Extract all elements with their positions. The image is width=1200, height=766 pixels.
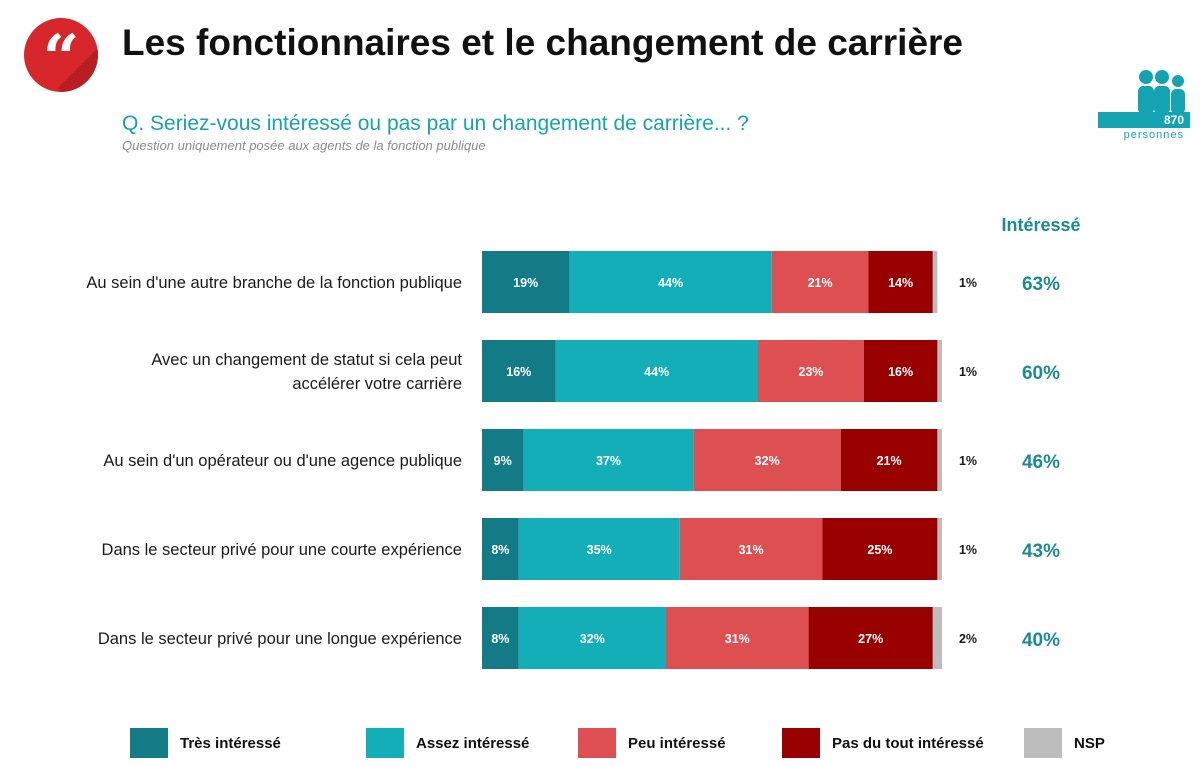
bar-segment — [482, 607, 519, 669]
summary-header: Intéressé — [1001, 215, 1080, 235]
bar-segment — [518, 518, 680, 580]
summary-value: 60% — [1022, 363, 1060, 384]
legend-label: Assez intéressé — [416, 735, 530, 752]
survey-question: Q. Seriez-vous intéressé ou pas par un c… — [122, 112, 749, 135]
quote-logo: “ — [24, 18, 98, 92]
bar-segment — [822, 518, 938, 580]
bar-segment — [523, 429, 694, 491]
data-label: 32% — [755, 454, 780, 468]
bar-segment — [932, 607, 942, 669]
legend-label: Très intéressé — [180, 735, 281, 752]
bar-segment — [482, 251, 570, 313]
data-label: 21% — [877, 454, 902, 468]
data-label: 8% — [491, 632, 509, 646]
summary-value: 43% — [1022, 541, 1060, 562]
sample-bar — [1098, 112, 1190, 128]
summary-value: 46% — [1022, 452, 1060, 473]
legend-label: Pas du tout intéressé — [832, 735, 984, 752]
category-label: Dans le secteur privé pour une courte ex… — [102, 541, 462, 559]
data-label: 14% — [888, 276, 913, 290]
data-label: 35% — [587, 543, 612, 557]
sample-size-badge: 870 personnes — [1098, 68, 1190, 146]
page-title: Les fonctionnaires et le changement de c… — [122, 22, 964, 63]
data-label: 23% — [798, 365, 823, 379]
legend-swatch — [782, 728, 820, 758]
bar-segment — [666, 607, 809, 669]
bar-segment — [482, 340, 556, 402]
bar-segment — [679, 518, 823, 580]
quote-icon: “ — [42, 21, 80, 93]
legend-swatch — [366, 728, 404, 758]
bar-segment — [937, 429, 942, 491]
sample-unit: personnes — [1123, 129, 1184, 141]
legend-label: Peu intéressé — [628, 735, 726, 752]
bar-segment — [937, 518, 942, 580]
category-label: Au sein d'un opérateur ou d'une agence p… — [103, 452, 462, 470]
bar-segment — [937, 340, 942, 402]
data-label: 31% — [725, 632, 750, 646]
data-label: 27% — [858, 632, 883, 646]
data-label: 21% — [808, 276, 833, 290]
bar-segment — [758, 340, 864, 402]
bar-segment — [840, 429, 938, 491]
data-label: 19% — [513, 276, 538, 290]
data-label: 37% — [596, 454, 621, 468]
bar-segment — [771, 251, 869, 313]
people-icon — [1138, 70, 1185, 114]
nsp-label: 1% — [959, 454, 977, 468]
bar-segment — [863, 340, 938, 402]
legend-swatch — [130, 728, 168, 758]
legend-swatch — [578, 728, 616, 758]
data-label: 44% — [644, 365, 669, 379]
nsp-label: 1% — [959, 365, 977, 379]
data-label: 32% — [580, 632, 605, 646]
bar-segment — [518, 607, 666, 669]
data-label: 25% — [867, 543, 892, 557]
legend-swatch — [1024, 728, 1062, 758]
data-label: 8% — [491, 543, 509, 557]
nsp-label: 2% — [959, 632, 977, 646]
data-label: 16% — [506, 365, 531, 379]
summary-value: 63% — [1022, 274, 1060, 295]
category-label: Avec un changement de statut si cela peu… — [151, 351, 462, 393]
bar-segment — [555, 340, 758, 402]
data-label: 9% — [494, 454, 512, 468]
stacked-bar-chart: Intéressé Au sein d'une autre branche de … — [86, 215, 1081, 669]
sample-count: 870 — [1163, 113, 1184, 127]
question-note: Question uniquement posée aux agents de … — [122, 138, 486, 153]
data-label: 31% — [739, 543, 764, 557]
category-label: Au sein d'une autre branche de la foncti… — [86, 274, 462, 292]
data-label: 44% — [658, 276, 683, 290]
nsp-label: 1% — [959, 276, 977, 290]
bar-segment — [482, 429, 524, 491]
bar-segment — [932, 251, 938, 313]
bar-segment — [569, 251, 772, 313]
bar-segment — [868, 251, 933, 313]
data-label: 16% — [888, 365, 913, 379]
bar-segment — [693, 429, 841, 491]
legend-label: NSP — [1074, 735, 1105, 752]
bar-segment — [808, 607, 933, 669]
bar-segment — [482, 518, 519, 580]
nsp-label: 1% — [959, 543, 977, 557]
summary-value: 40% — [1022, 630, 1060, 651]
category-label: Dans le secteur privé pour une longue ex… — [98, 630, 462, 648]
